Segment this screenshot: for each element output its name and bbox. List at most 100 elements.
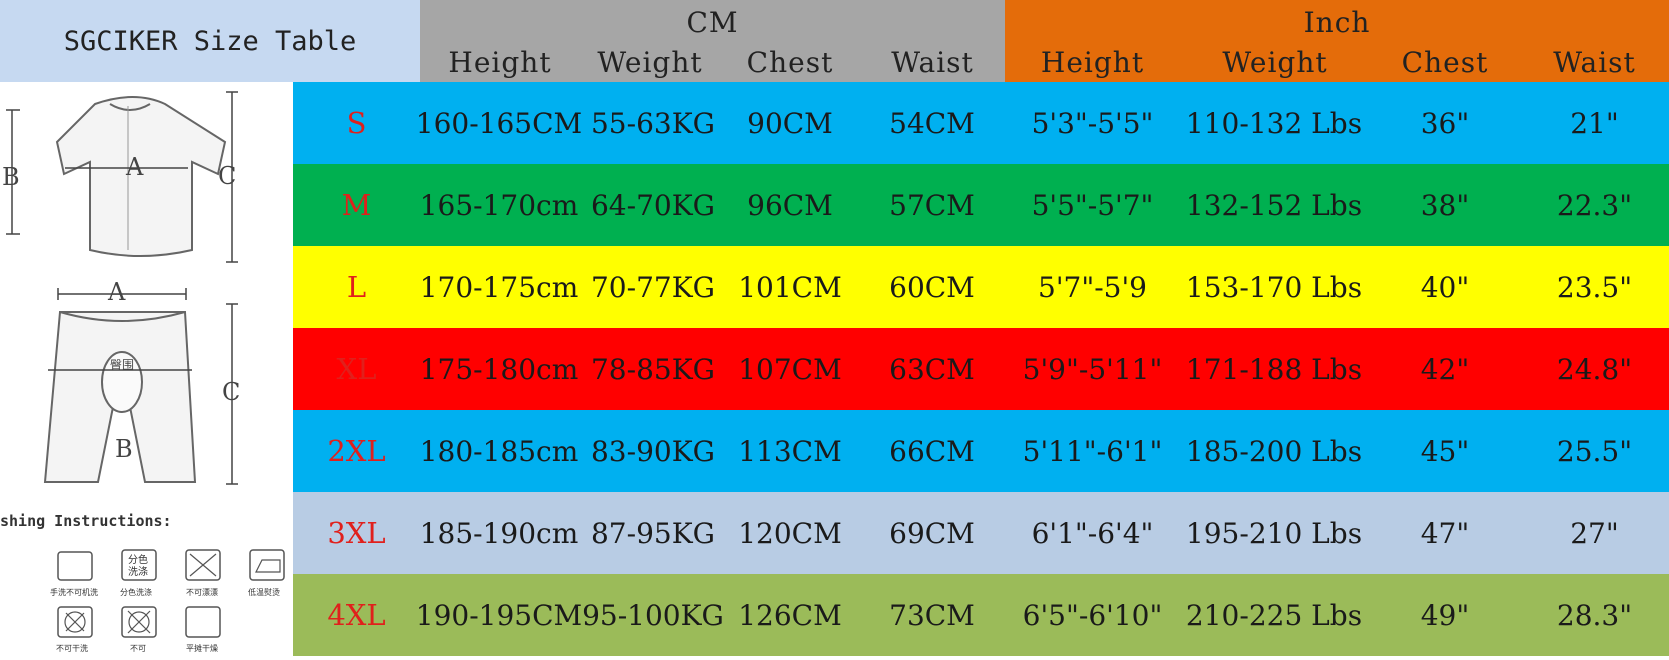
- cell-cm-waist: 54CM: [889, 106, 975, 140]
- size-label: M: [341, 188, 372, 222]
- col-header-cm-height: Height: [448, 46, 552, 79]
- cell-in-chest: 45": [1420, 434, 1470, 468]
- cell-cm-height: 170-175cm: [419, 270, 579, 304]
- col-header-cm-weight: Weight: [597, 46, 703, 79]
- shorts-label-b: B: [115, 435, 133, 463]
- cell-in-waist: 24.8": [1556, 352, 1633, 386]
- col-header-in-chest: Chest: [1401, 46, 1489, 79]
- size-label: 2XL: [327, 434, 386, 468]
- shorts-label-a: A: [107, 278, 126, 306]
- cell-cm-chest: 90CM: [747, 106, 833, 140]
- washing-instructions-title: shing Instructions:: [0, 512, 172, 530]
- shorts-diagram-icon: [43, 311, 197, 483]
- cell-in-waist: 21": [1570, 106, 1619, 140]
- cell-in-height: 5'11"-6'1": [1022, 434, 1163, 468]
- garment-diagram-svg: B A C A 臀围 B C: [2, 91, 285, 653]
- cell-cm-weight: 70-77KG: [590, 270, 715, 304]
- cell-in-waist: 28.3": [1556, 598, 1633, 632]
- table-row: 4XL 190-195CM 95-100KG 126CM 73CM 6'5"-6'10" 2…: [293, 574, 1669, 656]
- cell-in-chest: 47": [1420, 516, 1470, 550]
- dry-flat-icon: [185, 606, 221, 638]
- table-row: M 165-170cm 64-70KG 96CM 57CM 5'5"-5'7" 132-15…: [293, 164, 1669, 246]
- cell-cm-waist: 69CM: [889, 516, 975, 550]
- cell-cm-chest: 101CM: [738, 270, 842, 304]
- wash-hand-icon: [57, 551, 93, 581]
- garment-diagram-panel: B A C A 臀围 B C: [0, 82, 293, 656]
- cell-in-waist: 25.5": [1556, 434, 1633, 468]
- cell-in-chest: 36": [1420, 106, 1470, 140]
- inch-header: Inch Height Weight Chest Waist: [1005, 0, 1669, 82]
- size-label: S: [346, 106, 367, 140]
- wash-caption-7: 平摊干燥: [186, 643, 218, 653]
- wash-caption-4: 低温熨烫: [248, 587, 280, 597]
- cell-cm-waist: 57CM: [889, 188, 975, 222]
- cell-in-weight: 210-225 Lbs: [1185, 598, 1363, 632]
- cell-in-weight: 110-132 Lbs: [1185, 106, 1363, 140]
- cell-in-waist: 22.3": [1556, 188, 1633, 222]
- wash-separate-icon: [121, 549, 157, 581]
- shorts-label-center: 臀围: [110, 358, 134, 372]
- wash-icon-text-1: 分色: [128, 553, 148, 566]
- table-row: L 170-175cm 70-77KG 101CM 60CM 5'7"-5'9 153-17…: [293, 246, 1669, 328]
- iron-low-icon: [249, 549, 285, 581]
- cell-in-waist: 27": [1570, 516, 1619, 550]
- cell-in-height: 5'3"-5'5": [1031, 106, 1154, 140]
- col-header-in-waist: Waist: [1553, 46, 1636, 79]
- cell-in-weight: 185-200 Lbs: [1185, 434, 1363, 468]
- jersey-label-b: B: [2, 163, 20, 191]
- cell-in-weight: 171-188 Lbs: [1185, 352, 1363, 386]
- wash-caption-6: 不可: [130, 644, 146, 653]
- wash-icon-text-2: 洗涤: [128, 565, 148, 578]
- table-row: S 160-165CM 55-63KG 90CM 54CM 5'3"-5'5" 110-13…: [293, 82, 1669, 164]
- col-header-cm-chest: Chest: [746, 46, 834, 79]
- cell-cm-weight: 55-63KG: [590, 106, 715, 140]
- cell-cm-height: 165-170cm: [419, 188, 579, 222]
- table-row: XL 175-180cm 78-85KG 107CM 63CM 5'9"-5'11" 171…: [293, 328, 1669, 410]
- cell-cm-height: 180-185cm: [419, 434, 579, 468]
- cm-header: CM Height Weight Chest Waist: [420, 0, 1005, 82]
- size-label: 4XL: [327, 598, 386, 632]
- cell-in-weight: 153-170 Lbs: [1185, 270, 1363, 304]
- cell-in-chest: 40": [1420, 270, 1470, 304]
- jersey-label-a: A: [125, 153, 144, 181]
- cell-in-chest: 38": [1420, 188, 1470, 222]
- cell-cm-height: 160-165CM: [415, 106, 583, 140]
- size-label: XL: [336, 352, 377, 386]
- cell-cm-chest: 96CM: [747, 188, 833, 222]
- cell-cm-chest: 113CM: [738, 434, 842, 468]
- cell-cm-weight: 78-85KG: [590, 352, 715, 386]
- size-label: L: [346, 270, 367, 304]
- jersey-label-c: C: [218, 162, 236, 190]
- cell-cm-chest: 120CM: [738, 516, 842, 550]
- cell-in-height: 6'1"-6'4": [1031, 516, 1154, 550]
- cell-cm-chest: 107CM: [738, 352, 842, 386]
- cell-in-weight: 132-152 Lbs: [1185, 188, 1363, 222]
- cell-in-height: 5'7"-5'9: [1038, 270, 1147, 304]
- cell-cm-height: 185-190cm: [419, 516, 579, 550]
- col-header-in-height: Height: [1040, 46, 1145, 79]
- size-label: 3XL: [327, 516, 386, 550]
- jersey-diagram-icon: [55, 96, 227, 257]
- cell-cm-chest: 126CM: [738, 598, 842, 632]
- cell-in-waist: 23.5": [1556, 270, 1633, 304]
- cell-in-height: 5'5"-5'7": [1031, 188, 1154, 222]
- cell-cm-weight: 64-70KG: [590, 188, 715, 222]
- table-title: SGCIKER Size Table: [0, 0, 420, 82]
- cell-in-chest: 49": [1420, 598, 1470, 632]
- cell-cm-height: 190-195CM: [415, 598, 583, 632]
- cell-cm-height: 175-180cm: [419, 352, 579, 386]
- col-header-in-weight: Weight: [1222, 46, 1328, 79]
- cell-cm-waist: 60CM: [889, 270, 975, 304]
- inch-group-label: Inch: [1303, 6, 1371, 39]
- wash-caption-1: 手洗不可机洗: [50, 587, 98, 597]
- cell-cm-waist: 73CM: [889, 598, 975, 632]
- cell-cm-waist: 66CM: [889, 434, 975, 468]
- cell-in-height: 6'5"-6'10": [1022, 598, 1163, 632]
- cm-group-label: CM: [686, 6, 739, 39]
- wash-caption-3: 不可漂漂: [186, 587, 218, 597]
- wash-caption-2: 分色洗涤: [120, 587, 152, 597]
- cell-cm-waist: 63CM: [889, 352, 975, 386]
- wash-caption-5: 不可干洗: [56, 643, 88, 653]
- cell-cm-weight: 95-100KG: [582, 598, 724, 632]
- cell-in-height: 5'9"-5'11": [1022, 352, 1163, 386]
